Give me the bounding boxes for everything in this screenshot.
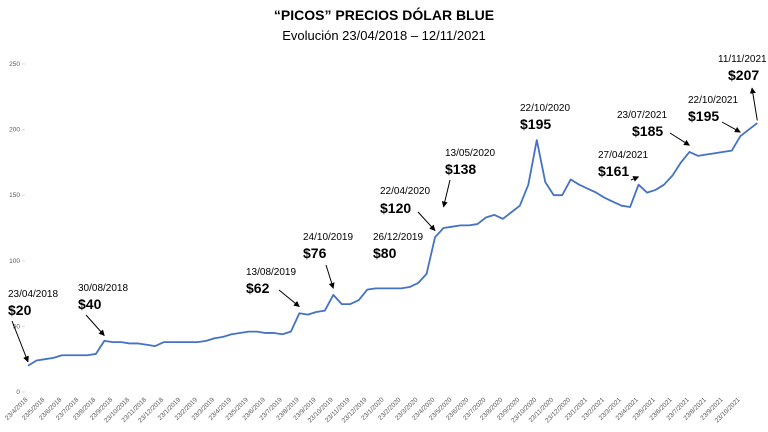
- annotation-value: $138: [445, 161, 476, 177]
- y-tick-label: 50: [13, 323, 21, 330]
- annotation-arrow: [11, 320, 29, 363]
- annotation-arrow: [85, 314, 105, 336]
- annotation-value: $195: [688, 108, 719, 124]
- y-tick-label: 200: [9, 127, 20, 134]
- y-tick-label: 150: [9, 192, 20, 199]
- y-tick-label: 250: [9, 61, 20, 68]
- annotation-arrow: [749, 87, 758, 121]
- annotation-value: $20: [8, 302, 32, 318]
- annotation-arrow: [441, 179, 451, 208]
- annotation-arrow: [721, 121, 741, 133]
- annotation-arrow: [325, 264, 335, 289]
- annotation-date: 26/12/2019: [373, 232, 423, 243]
- annotation-value: $62: [246, 280, 270, 296]
- annotation-date: 22/10/2020: [520, 103, 570, 114]
- annotation-date: 22/10/2021: [688, 95, 738, 106]
- annotation-value: $185: [632, 123, 663, 139]
- annotation-date: 13/08/2019: [246, 267, 296, 278]
- annotation-date: 13/05/2020: [445, 148, 495, 159]
- y-tick-label: 0: [16, 389, 20, 396]
- annotation-value: $207: [728, 67, 759, 83]
- annotation-date: 30/08/2018: [78, 283, 128, 294]
- annotation-value: $161: [598, 163, 629, 179]
- annotation-arrow: [278, 289, 300, 308]
- y-tick-label: 100: [9, 258, 20, 265]
- annotation-value: $40: [78, 296, 102, 312]
- annotation-value: $195: [520, 116, 551, 132]
- annotation-arrow: [669, 132, 690, 146]
- annotation-arrow: [630, 176, 640, 182]
- chart-subtitle: Evolución 23/04/2018 – 12/11/2021: [282, 28, 486, 43]
- annotation-date: 11/11/2021: [718, 54, 767, 65]
- annotation-arrow: [417, 211, 436, 232]
- chart-title: “PICOS” PRECIOS DÓLAR BLUE: [274, 6, 494, 23]
- annotation-value: $76: [303, 245, 327, 261]
- price-line: [27, 122, 758, 367]
- annotation-value: $80: [373, 245, 397, 261]
- annotation-date: 23/04/2018: [8, 289, 58, 300]
- annotation-date: 27/04/2021: [598, 150, 648, 161]
- annotation-date: 23/07/2021: [617, 110, 667, 121]
- annotation-date: 24/10/2019: [303, 232, 353, 243]
- annotation-value: $120: [380, 200, 411, 216]
- annotation-date: 22/04/2020: [380, 186, 430, 197]
